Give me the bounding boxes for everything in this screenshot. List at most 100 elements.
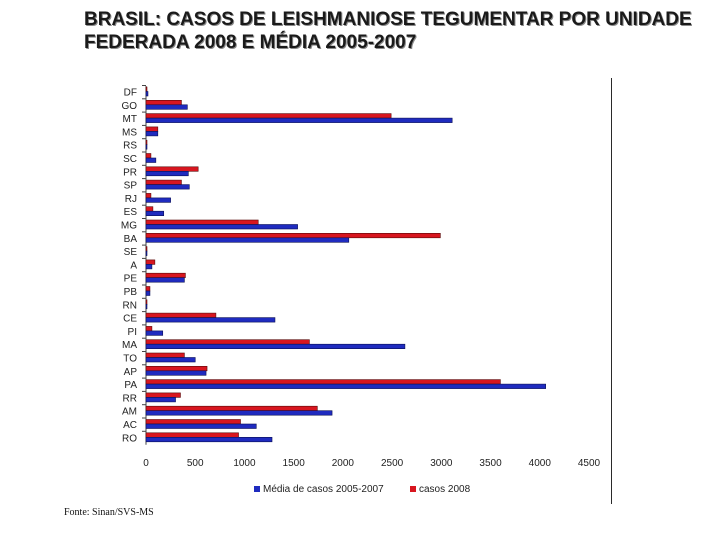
category-label: RJ [125,194,137,205]
bar-casos-2008 [145,206,154,212]
category-label: RS [123,141,137,152]
legend-swatch-media [254,486,260,492]
category-label: PI [128,327,137,338]
bar-casos-2008 [145,392,181,398]
category-label: MS [122,127,137,138]
category-label: SC [123,154,137,165]
x-tick-label: 2000 [332,458,355,469]
category-label: PR [123,167,137,178]
category-label: ES [124,207,138,218]
category-label: SP [124,181,138,192]
x-tick-label: 3500 [479,458,502,469]
x-tick-label: 1000 [233,458,256,469]
bar-media-2005-2007 [145,397,176,403]
bar-media-2005-2007 [145,436,273,443]
legend-label-media: Média de casos 2005-2007 [263,484,384,495]
bar-media-2005-2007 [145,184,190,190]
chart-title: BRASIL: CASOS DE LEISHMANIOSE TEGUMENTAR… [84,8,720,54]
bar-media-2005-2007 [145,144,148,150]
bar-casos-2008 [145,379,501,385]
bar-casos-2008 [145,246,148,252]
x-tick-label: 4500 [578,458,601,469]
bar-casos-2008 [145,352,185,358]
category-label: RO [122,433,137,444]
bar-media-2005-2007 [145,157,157,163]
bar-media-2005-2007 [145,250,148,256]
bar-casos-2008 [145,193,152,199]
bar-casos-2008 [145,326,153,332]
bar-casos-2008 [145,272,186,279]
bar-casos-2008 [145,219,259,225]
bar-media-2005-2007 [145,264,153,270]
legend-swatch-2008 [410,486,416,492]
category-label: AM [122,407,137,418]
category-label: TO [123,354,137,365]
x-tick-label: 4000 [529,458,552,469]
bar-casos-2008 [145,126,159,132]
x-tick-label: 3000 [430,458,453,469]
bar-media-2005-2007 [145,171,189,177]
category-label: A [130,260,137,271]
source-note: Fonte: Sinan/SVS-MS [64,507,154,518]
bar-casos-2008 [145,166,199,172]
bar-media-2005-2007 [145,330,164,336]
bar-casos-2008 [145,86,148,92]
category-label: GO [121,101,137,112]
category-label: CE [123,314,137,325]
x-tick-label: 2500 [381,458,404,469]
bar-media-2005-2007 [145,131,159,137]
bar-casos-2008 [145,259,156,265]
category-label: MA [122,340,137,351]
title-line-2: FEDERADA 2008 E MÉDIA 2005-2007 [84,32,417,53]
bar-casos-2008 [145,365,208,372]
bar-media-2005-2007 [145,357,196,363]
bar-media-2005-2007 [145,117,453,123]
bar-media-2005-2007 [145,383,546,389]
bar-casos-2008 [145,179,182,185]
category-label: MT [123,114,137,125]
bar-media-2005-2007 [145,91,149,97]
bar-casos-2008 [145,153,152,159]
bar-media-2005-2007 [145,343,406,350]
legend-label-2008: casos 2008 [419,484,471,495]
bar-media-2005-2007 [145,370,207,376]
category-label: PA [124,380,137,391]
category-label: BA [124,234,138,245]
title-line-1: BRASIL: CASOS DE LEISHMANIOSE TEGUMENTAR… [84,9,692,30]
bar-casos-2008 [145,113,392,119]
category-label: AC [123,420,137,431]
bar-casos-2008 [145,286,151,292]
x-tick-label: 0 [143,458,149,469]
category-label: AP [124,367,138,378]
bar-media-2005-2007 [145,423,257,429]
bar-media-2005-2007 [145,410,333,416]
bar-media-2005-2007 [145,104,188,110]
bar-media-2005-2007 [145,277,185,283]
bar-casos-2008 [145,419,241,425]
bar-media-2005-2007 [145,224,298,230]
bar-media-2005-2007 [145,290,151,296]
bar-media-2005-2007 [145,197,171,203]
category-label: DF [124,88,137,99]
bar-casos-2008 [145,100,182,106]
bar-casos-2008 [145,233,441,239]
bar-casos-2008 [145,139,148,145]
bar-media-2005-2007 [145,210,165,216]
category-label: MG [121,221,137,232]
bar-media-2005-2007 [145,303,148,310]
bar-casos-2008 [145,299,148,305]
x-tick-label: 1500 [283,458,306,469]
category-label: RR [123,393,137,404]
category-label: PE [124,274,138,285]
x-tick-label: 500 [187,458,204,469]
bar-media-2005-2007 [145,317,276,323]
bar-casos-2008 [145,339,310,345]
bar-casos-2008 [145,405,318,412]
bar-casos-2008 [145,432,239,438]
bar-media-2005-2007 [145,237,350,243]
category-label: RN [123,300,137,311]
bar-casos-2008 [145,312,217,318]
category-label: PB [124,287,138,298]
category-label: SE [124,247,138,258]
